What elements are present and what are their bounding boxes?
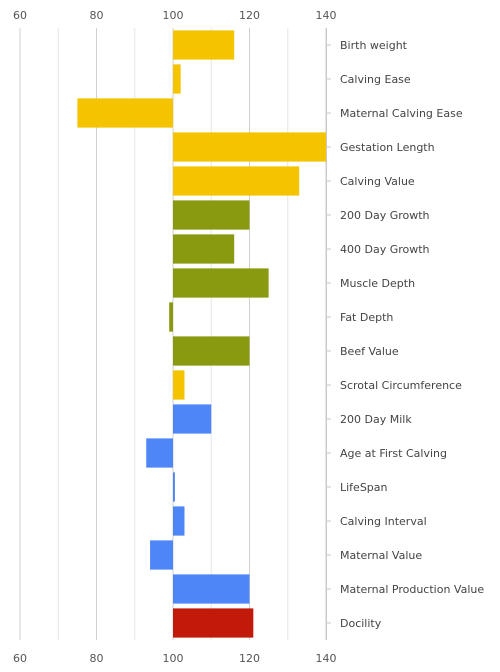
category-label-calving-interval: Calving Interval: [340, 515, 427, 528]
bar-docility: [173, 608, 254, 638]
category-label-200-day-milk: 200 Day Milk: [340, 413, 412, 426]
y-axis: [326, 28, 331, 640]
category-label-muscle-depth: Muscle Depth: [340, 277, 415, 290]
bar-calving-ease: [173, 64, 181, 94]
tick-label-bottom-120: 120: [239, 652, 260, 665]
bar-maternal-calving-ease: [77, 98, 173, 128]
category-label-scrotal-circumference: Scrotal Circumference: [340, 379, 462, 392]
tick-label-bottom-100: 100: [163, 652, 184, 665]
category-label-fat-depth: Fat Depth: [340, 311, 393, 324]
bar-lifespan: [173, 472, 175, 502]
bar-maternal-production-value: [173, 574, 250, 604]
bar-calving-value: [173, 166, 300, 196]
bars: [77, 30, 326, 638]
tick-label-top-80: 80: [90, 9, 104, 22]
category-label-birth-weight: Birth weight: [340, 39, 408, 52]
tick-label-bottom-80: 80: [90, 652, 104, 665]
category-label-maternal-calving-ease: Maternal Calving Ease: [340, 107, 463, 120]
bar-birth-weight: [173, 30, 235, 60]
tick-label-top-140: 140: [316, 9, 337, 22]
bar-maternal-value: [150, 540, 173, 570]
category-label-maternal-value: Maternal Value: [340, 549, 422, 562]
category-label-gestation-length: Gestation Length: [340, 141, 435, 154]
tick-label-bottom-140: 140: [316, 652, 337, 665]
category-label-calving-ease: Calving Ease: [340, 73, 411, 86]
tick-label-top-60: 60: [13, 9, 27, 22]
bar-age-at-first-calving: [146, 438, 173, 468]
category-label-calving-value: Calving Value: [340, 175, 415, 188]
tick-label-bottom-60: 60: [13, 652, 27, 665]
bar-fat-depth: [169, 302, 173, 332]
bar-calving-interval: [173, 506, 185, 536]
category-label-400-day-growth: 400 Day Growth: [340, 243, 430, 256]
bar-200-day-growth: [173, 200, 250, 230]
category-label-lifespan: LifeSpan: [340, 481, 388, 494]
category-label-beef-value: Beef Value: [340, 345, 399, 358]
tick-label-top-100: 100: [163, 9, 184, 22]
bar-scrotal-circumference: [173, 370, 185, 400]
category-label-200-day-growth: 200 Day Growth: [340, 209, 430, 222]
tick-label-top-120: 120: [239, 9, 260, 22]
bar-beef-value: [173, 336, 250, 366]
category-label-docility: Docility: [340, 617, 382, 630]
bar-gestation-length: [173, 132, 326, 162]
bottom-tick-labels: 60 80 100 120 140: [13, 652, 337, 665]
bar-400-day-growth: [173, 234, 235, 264]
bar-muscle-depth: [173, 268, 269, 298]
category-label-maternal-production-value: Maternal Production Value: [340, 583, 484, 596]
bar-200-day-milk: [173, 404, 212, 434]
category-labels: Birth weight Calving Ease Maternal Calving…: [340, 39, 484, 630]
top-tick-labels: 60 80 100 120 140: [13, 9, 337, 22]
category-label-age-at-first-calving: Age at First Calving: [340, 447, 447, 460]
